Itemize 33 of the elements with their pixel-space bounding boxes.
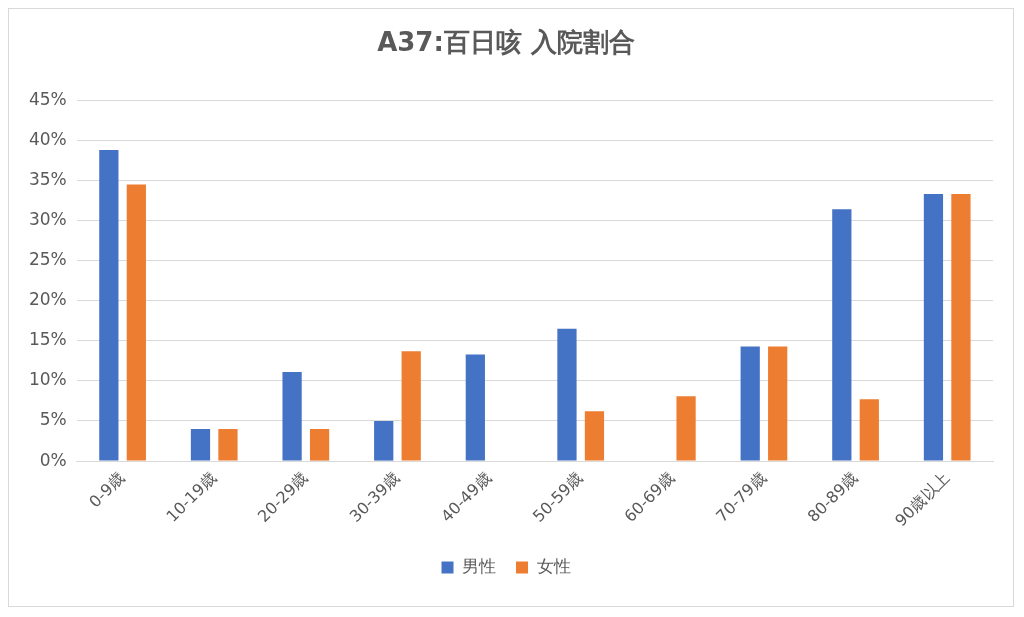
bar	[951, 194, 971, 461]
y-tick-label: 40%	[28, 128, 67, 149]
bar	[99, 149, 119, 461]
bar	[218, 429, 238, 461]
legend-label: 男性	[462, 555, 496, 576]
x-tick-label: 0-9歳	[85, 468, 129, 512]
y-tick-label: 45%	[28, 88, 67, 109]
legend-label: 女性	[536, 555, 571, 576]
bar	[374, 420, 394, 461]
bar	[768, 346, 788, 461]
y-tick-label: 15%	[28, 329, 67, 350]
bar	[309, 429, 330, 461]
bar	[190, 429, 211, 461]
x-tick-label: 90歳以上	[891, 468, 953, 530]
bar	[557, 328, 577, 461]
bar	[923, 194, 944, 461]
y-tick-label: 10%	[28, 369, 67, 390]
y-tick-label: 5%	[39, 409, 67, 430]
bar	[126, 184, 146, 461]
y-tick-label: 20%	[28, 289, 67, 310]
bar	[832, 209, 852, 461]
bar	[676, 396, 696, 461]
y-tick-label: 0%	[39, 449, 67, 470]
bar	[282, 372, 302, 461]
bar	[465, 354, 485, 461]
bar	[859, 399, 879, 461]
bar	[584, 411, 605, 461]
y-tick-label: 35%	[28, 168, 67, 189]
y-tick-label: 25%	[28, 249, 67, 270]
y-tick-label: 30%	[28, 208, 67, 229]
bar	[740, 346, 760, 461]
bar	[401, 351, 421, 461]
chart-title: A37:百日咳 入院割合	[377, 27, 635, 58]
